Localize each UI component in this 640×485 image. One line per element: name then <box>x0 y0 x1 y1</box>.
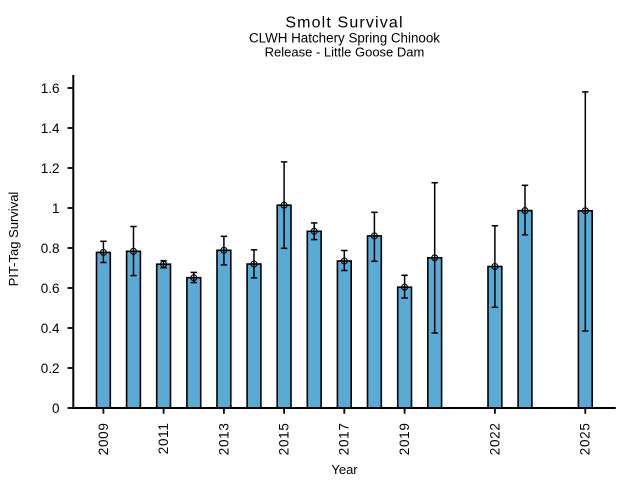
svg-text:0.4: 0.4 <box>41 321 60 336</box>
svg-text:2009: 2009 <box>96 422 111 455</box>
svg-text:2022: 2022 <box>487 422 502 455</box>
svg-text:Year: Year <box>331 462 358 477</box>
svg-text:2013: 2013 <box>216 422 231 455</box>
svg-text:Smolt Survival: Smolt Survival <box>285 15 403 32</box>
svg-text:1.6: 1.6 <box>41 81 60 96</box>
svg-text:1.2: 1.2 <box>41 161 60 176</box>
svg-text:2025: 2025 <box>578 422 593 455</box>
svg-text:2019: 2019 <box>397 422 412 455</box>
svg-text:Release - Little Goose Dam: Release - Little Goose Dam <box>265 45 425 60</box>
svg-text:CLWH Hatchery Spring Chinook: CLWH Hatchery Spring Chinook <box>249 30 440 45</box>
svg-text:0.2: 0.2 <box>41 361 60 376</box>
svg-text:1.4: 1.4 <box>41 121 60 136</box>
svg-text:1: 1 <box>52 201 60 216</box>
svg-text:0.8: 0.8 <box>41 241 60 256</box>
svg-text:2015: 2015 <box>277 422 292 455</box>
svg-text:0.6: 0.6 <box>41 281 60 296</box>
svg-text:2017: 2017 <box>337 422 352 455</box>
svg-text:PIT-Tag Survival: PIT-Tag Survival <box>6 192 21 287</box>
svg-text:2011: 2011 <box>156 422 171 454</box>
svg-text:0: 0 <box>52 401 60 416</box>
